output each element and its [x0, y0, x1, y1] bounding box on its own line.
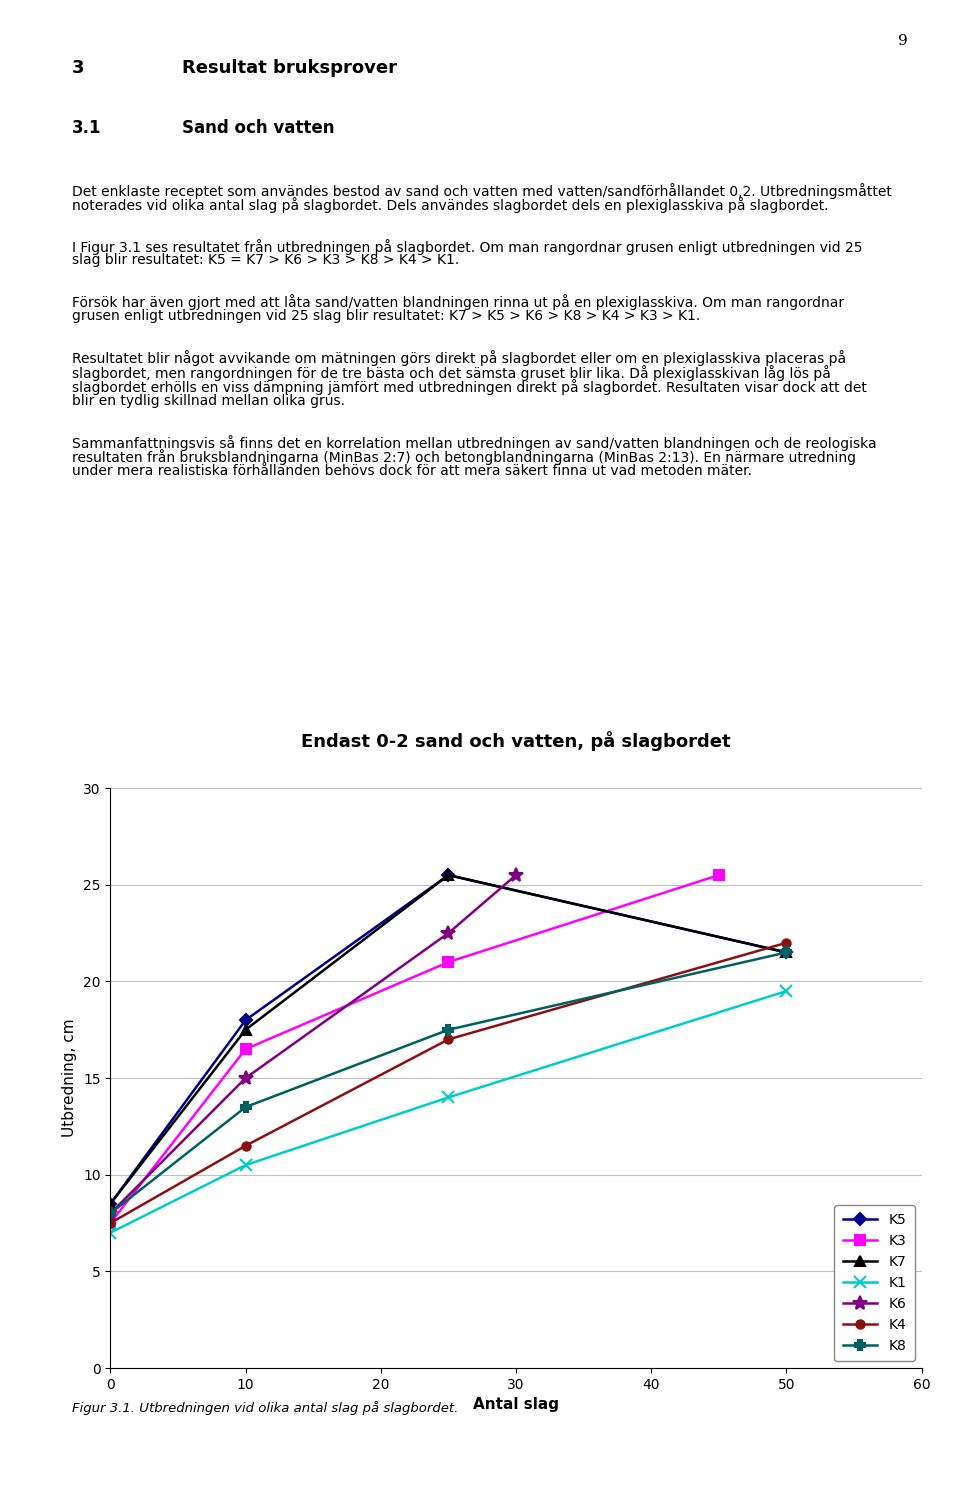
K7: [240, 1020, 252, 1038]
K7: [780, 944, 792, 962]
Text: Det enklaste receptet som användes bestod av sand och vatten med vatten/sandförh: Det enklaste receptet som användes besto…: [72, 183, 892, 199]
Text: Försök har även gjort med att låta sand/vatten blandningen rinna ut på en plexig: Försök har även gjort med att låta sand/…: [72, 294, 844, 311]
K4: [105, 1213, 116, 1231]
Text: Resultat bruksprover: Resultat bruksprover: [182, 59, 397, 77]
K8: [240, 1097, 252, 1115]
Text: Figur 3.1. Utbredningen vid olika antal slag på slagbordet.: Figur 3.1. Utbredningen vid olika antal …: [72, 1401, 458, 1414]
Text: slagbordet erhölls en viss dämpning jämfört med utbredningen direkt på slagborde: slagbordet erhölls en viss dämpning jämf…: [72, 379, 867, 396]
K5: [240, 1011, 252, 1029]
K7: [105, 1196, 116, 1213]
Text: grusen enligt utbredningen vid 25 slag blir resultatet: K7 > K5 > K6 > K8 > K4 >: grusen enligt utbredningen vid 25 slag b…: [72, 309, 700, 323]
K3: [443, 953, 454, 971]
K4: [443, 1030, 454, 1048]
K8: [105, 1204, 116, 1222]
K8: [443, 1020, 454, 1038]
K5: [780, 944, 792, 962]
Text: 3.1: 3.1: [72, 119, 102, 137]
Text: noterades vid olika antal slag på slagbordet. Dels användes slagbordet dels en p: noterades vid olika antal slag på slagbo…: [72, 198, 828, 213]
Text: Resultatet blir något avvikande om mätningen görs direkt på slagbordet eller om : Resultatet blir något avvikande om mätni…: [72, 351, 846, 366]
K3: [240, 1041, 252, 1059]
K6: [105, 1204, 116, 1222]
Text: slagbordet, men rangordningen för de tre bästa och det sämsta gruset blir lika. : slagbordet, men rangordningen för de tre…: [72, 364, 830, 381]
K1: [780, 983, 792, 1001]
K4: [240, 1136, 252, 1154]
Y-axis label: Utbredning, cm: Utbredning, cm: [62, 1019, 78, 1138]
K5: [443, 865, 454, 883]
Text: 9: 9: [898, 34, 907, 48]
K1: [240, 1157, 252, 1175]
K6: [443, 923, 454, 943]
Text: I Figur 3.1 ses resultatet från utbredningen på slagbordet. Om man rangordnar gr: I Figur 3.1 ses resultatet från utbredni…: [72, 239, 862, 254]
K3: [713, 865, 725, 883]
K7: [443, 865, 454, 883]
Line: K5: K5: [107, 871, 791, 1207]
Line: K4: K4: [107, 938, 791, 1227]
Line: K8: K8: [106, 947, 791, 1218]
Line: K7: K7: [106, 870, 791, 1209]
K1: [443, 1088, 454, 1106]
Line: K6: K6: [104, 868, 523, 1221]
K6: [510, 865, 521, 883]
K3: [105, 1213, 116, 1231]
K4: [780, 934, 792, 952]
K6: [240, 1069, 252, 1087]
K5: [105, 1196, 116, 1213]
X-axis label: Antal slag: Antal slag: [473, 1398, 559, 1413]
Legend: K5, K3, K7, K1, K6, K4, K8: K5, K3, K7, K1, K6, K4, K8: [834, 1204, 915, 1361]
Line: K3: K3: [106, 870, 724, 1228]
Text: blir en tydlig skillnad mellan olika grus.: blir en tydlig skillnad mellan olika gru…: [72, 394, 345, 407]
Text: Endast 0-2 sand och vatten, på slagbordet: Endast 0-2 sand och vatten, på slagborde…: [301, 732, 731, 751]
Text: under mera realistiska förhållanden behövs dock för att mera säkert finna ut vad: under mera realistiska förhållanden behö…: [72, 464, 752, 477]
K1: [105, 1224, 116, 1242]
K8: [780, 944, 792, 962]
Line: K1: K1: [105, 986, 792, 1239]
Text: Sammanfattningsvis så finns det en korrelation mellan utbredningen av sand/vatte: Sammanfattningsvis så finns det en korre…: [72, 436, 876, 451]
Text: 3: 3: [72, 59, 84, 77]
Text: Sand och vatten: Sand och vatten: [182, 119, 335, 137]
Text: slag blir resultatet: K5 = K7 > K6 > K3 > K8 > K4 > K1.: slag blir resultatet: K5 = K7 > K6 > K3 …: [72, 253, 459, 268]
Text: resultaten från bruksblandningarna (MinBas 2:7) och betongblandningarna (MinBas : resultaten från bruksblandningarna (MinB…: [72, 449, 856, 465]
